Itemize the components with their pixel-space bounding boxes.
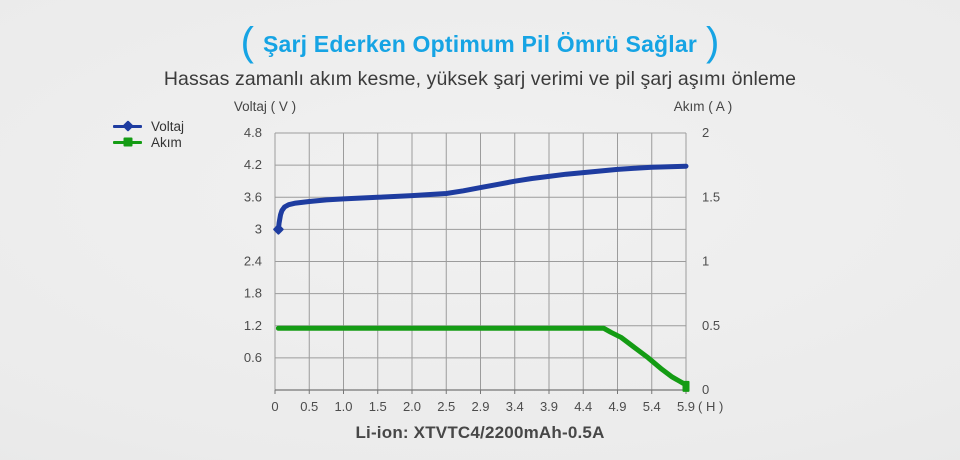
title-bracket-right: ) [706, 20, 720, 64]
y-right-tick-label: 1.5 [702, 189, 720, 204]
x-axis-unit-label: ( H ) [698, 399, 723, 414]
x-tick-label: 5.4 [643, 399, 661, 414]
y-left-tick-label: 1.8 [244, 286, 262, 301]
voltage-curve [275, 163, 689, 232]
y-right-tick-label: 2 [702, 125, 709, 140]
legend-label-voltaj: Voltaj [151, 118, 185, 134]
voltage-start-marker [273, 224, 284, 235]
y-left-tick-label: 3.6 [244, 189, 262, 204]
current-end-marker [682, 380, 690, 392]
y-left-tick-label: 4.2 [244, 157, 262, 172]
legend-item-akim: Akım [113, 134, 184, 150]
legend-item-voltaj: Voltaj [113, 118, 184, 134]
left-axis-title: Voltaj ( V ) [233, 99, 297, 114]
battery-spec-caption: Li-ion: XTVTC4/2200mAh-0.5A [355, 423, 605, 442]
x-tick-label: 2.0 [403, 399, 421, 414]
x-tick-label: 4.4 [574, 399, 592, 414]
title-bracket-left: ( [240, 20, 254, 64]
y-right-tick-label: 0 [702, 382, 709, 397]
y-left-tick-label: 3 [255, 221, 262, 236]
y-right-tick-label: 1 [702, 254, 709, 269]
legend-label-akim: Akım [151, 134, 182, 150]
y-left-tick-label: 4.8 [244, 125, 262, 140]
x-tick-label: 0 [271, 399, 278, 414]
square-marker-icon [123, 137, 132, 147]
right-axis-title: Akım ( A ) [673, 99, 733, 114]
x-tick-label: 2.5 [437, 399, 455, 414]
y-left-tick-label: 1.2 [244, 318, 262, 333]
page-title-text: Şarj Ederken Optimum Pil Ömrü Sağlar [262, 31, 698, 57]
current-curve [275, 325, 689, 388]
x-tick-label: 0.5 [300, 399, 318, 414]
x-tick-label: 5.9 [677, 399, 695, 414]
x-tick-label: 2.9 [471, 399, 489, 414]
x-tick-label: 3.9 [540, 399, 558, 414]
x-tick-label: 1.5 [369, 399, 387, 414]
y-left-tick-label: 0.6 [244, 350, 262, 365]
current-legend-line [113, 137, 142, 147]
voltage-legend-line [113, 120, 142, 132]
y-right-tick-label: 0.5 [702, 318, 720, 333]
x-tick-label: 1.0 [334, 399, 352, 414]
page-title: ( Şarj Ederken Optimum Pil Ömrü Sağlar) [0, 20, 960, 67]
x-tick-label: 4.9 [608, 399, 626, 414]
chart-legend: Voltaj Akım [113, 118, 184, 150]
x-tick-label: 3.4 [506, 399, 524, 414]
page-subtitle: Hassas zamanlı akım kesme, yüksek şarj v… [163, 68, 797, 90]
y-left-tick-label: 2.4 [244, 254, 262, 269]
